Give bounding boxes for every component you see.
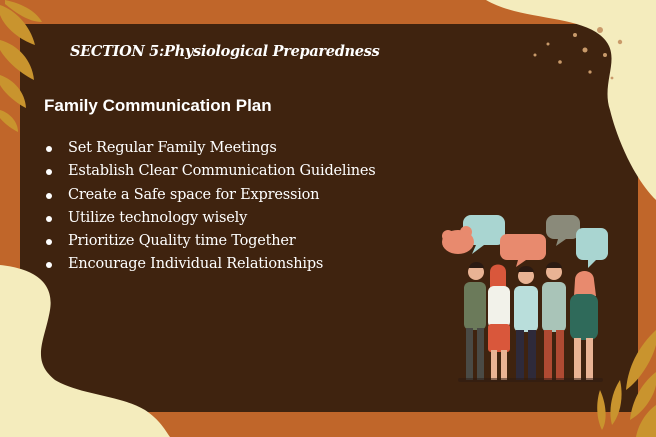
bullet-icon <box>46 192 52 199</box>
bullet-icon <box>46 146 52 152</box>
person-5 <box>570 271 598 380</box>
list-item-label: Prioritize Quality time Together <box>68 233 296 250</box>
bullet-icon <box>46 239 52 246</box>
list-item: Utilize technology wisely <box>44 207 376 230</box>
person-1 <box>464 262 486 380</box>
speckle-dots <box>533 27 623 80</box>
family-illustration <box>442 215 608 382</box>
page-heading: Family Communication Plan <box>44 96 272 115</box>
section-title: SECTION 5:Physiological Preparedness <box>70 43 380 60</box>
top-left-leaves <box>0 0 42 132</box>
list-item: Encourage Individual Relationships <box>44 253 376 276</box>
list-item: Create a Safe space for Expression <box>44 184 376 207</box>
list-item-label: Encourage Individual Relationships <box>68 256 324 273</box>
list-item: Establish Clear Communication Guidelines <box>44 160 376 183</box>
top-right-blob <box>486 0 656 200</box>
list-item-label: Establish Clear Communication Guidelines <box>68 163 376 180</box>
person-4 <box>542 262 566 380</box>
speech-bubbles-icon <box>442 215 608 268</box>
list-item: Set Regular Family Meetings <box>44 137 376 160</box>
person-2 <box>488 264 510 380</box>
plan-list: Set Regular Family Meetings Establish Cl… <box>44 137 376 277</box>
list-item: Prioritize Quality time Together <box>44 230 376 253</box>
bullet-icon <box>46 262 52 269</box>
bullet-icon <box>46 215 52 222</box>
list-item-label: Utilize technology wisely <box>68 209 248 226</box>
list-item-label: Set Regular Family Meetings <box>68 140 277 156</box>
bullet-icon <box>46 169 52 176</box>
person-3 <box>514 266 538 380</box>
list-item-label: Create a Safe space for Expression <box>68 186 320 203</box>
bottom-right-leaves <box>597 330 656 437</box>
bottom-left-blob <box>0 265 170 437</box>
